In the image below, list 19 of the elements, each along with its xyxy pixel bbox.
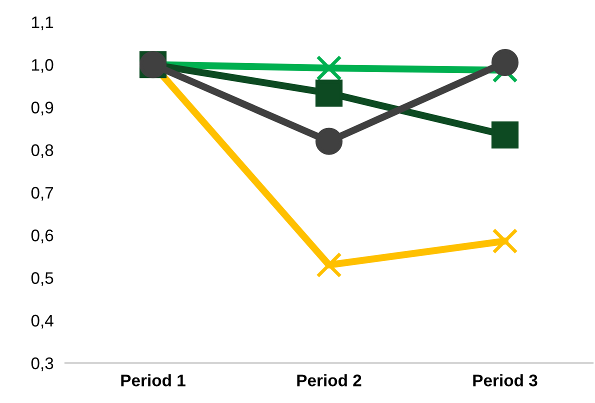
y-tick-label: 0,9 <box>31 102 54 116</box>
y-tick-label: 0,8 <box>31 144 54 158</box>
point <box>316 55 342 81</box>
y-tick-label: 0,4 <box>31 314 54 329</box>
point <box>492 228 518 254</box>
point <box>315 128 343 155</box>
x-tick-label: Period 2 <box>297 374 362 386</box>
y-tick-label: 1,1 <box>32 16 54 30</box>
point <box>491 121 519 148</box>
y-tick-label: 1,0 <box>32 59 54 73</box>
y-tick-label: 0,6 <box>31 230 54 244</box>
point <box>316 252 342 278</box>
point <box>315 80 343 107</box>
y-tick-label: 0,7 <box>31 186 54 201</box>
y-tick-label: 0,5 <box>31 272 54 286</box>
y-tick-label: 0,3 <box>31 357 54 372</box>
point <box>491 48 519 76</box>
x-tick-label: Period 1 <box>121 374 186 386</box>
x-tick-label: Period 3 <box>473 374 538 386</box>
